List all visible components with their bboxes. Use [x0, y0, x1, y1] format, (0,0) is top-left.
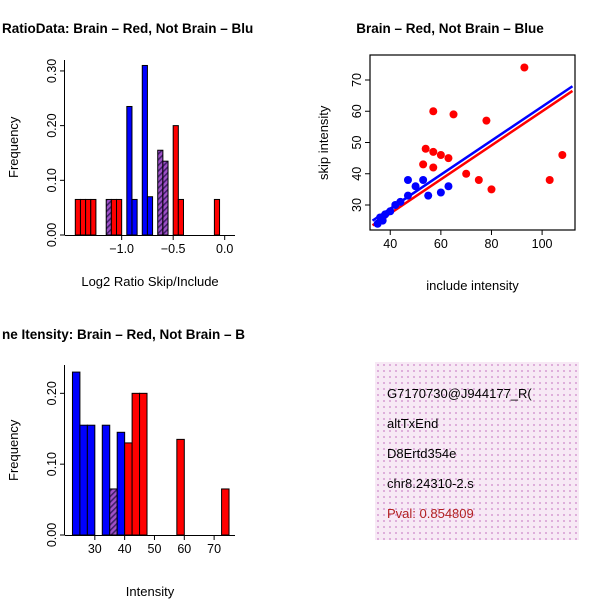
ratio-histogram-title: RatioData: Brain – Red, Not Brain – Blu [2, 21, 254, 36]
svg-text:0.0: 0.0 [216, 242, 233, 256]
svg-text:0.00: 0.00 [45, 523, 59, 547]
ratio-histogram-plot: −1.0 −0.5 0.0 0.00 0.10 0.20 0.30 [45, 59, 235, 256]
svg-text:50: 50 [148, 542, 162, 556]
svg-text:40: 40 [118, 542, 132, 556]
ratio-histogram-xlabel: Log2 Ratio Skip/Include [81, 274, 219, 289]
svg-text:0.00: 0.00 [45, 223, 59, 247]
scatter-title: Brain – Red, Not Brain – Blue [356, 21, 544, 36]
panel-ratio-histogram: RatioData: Brain – Red, Not Brain – Blu … [0, 0, 300, 300]
panel-intensity-histogram: ne Itensity: Brain – Red, Not Brain – B … [0, 300, 300, 600]
svg-text:80: 80 [485, 237, 499, 251]
info-line-gene-name: D8Ertd354e [387, 446, 457, 461]
panel-scatter: Brain – Red, Not Brain – Blue skip inten… [300, 0, 600, 300]
svg-text:70: 70 [350, 73, 364, 87]
svg-text:100: 100 [532, 237, 553, 251]
info-box: G7170730@J944177_R( altTxEnd D8Ertd354e … [375, 362, 579, 540]
intensity-histogram-xlabel: Intensity [125, 584, 175, 599]
svg-text:60: 60 [350, 104, 364, 118]
intensity-histogram-plot: 30 40 50 60 70 0.00 0.10 0.20 [45, 365, 235, 556]
svg-text:60: 60 [434, 237, 448, 251]
svg-text:0.20: 0.20 [45, 113, 59, 137]
svg-text:60: 60 [177, 542, 191, 556]
svg-text:50: 50 [350, 136, 364, 150]
svg-text:70: 70 [207, 542, 221, 556]
info-line-event-type: altTxEnd [387, 416, 439, 431]
scatter-xlabel: include intensity [426, 278, 519, 293]
svg-text:40: 40 [350, 167, 364, 181]
intensity-histogram-title: ne Itensity: Brain – Red, Not Brain – B [2, 327, 246, 342]
panel-info: G7170730@J944177_R( altTxEnd D8Ertd354e … [300, 300, 600, 600]
svg-text:30: 30 [88, 542, 102, 556]
svg-text:−1.0: −1.0 [109, 242, 134, 256]
svg-text:0.10: 0.10 [45, 452, 59, 476]
info-line-locus: chr8.24310-2.s [387, 476, 474, 491]
svg-text:−0.5: −0.5 [161, 242, 186, 256]
scatter-plot: 40 60 80 100 30 40 50 60 70 [350, 54, 576, 251]
info-line-probe-id: G7170730@J944177_R( [387, 386, 532, 401]
svg-text:30: 30 [350, 198, 364, 212]
info-line-pval: Pval: 0.854809 [387, 506, 474, 521]
svg-text:0.20: 0.20 [45, 381, 59, 405]
svg-text:40: 40 [383, 237, 397, 251]
svg-text:0.10: 0.10 [45, 168, 59, 192]
svg-text:0.30: 0.30 [45, 59, 59, 83]
